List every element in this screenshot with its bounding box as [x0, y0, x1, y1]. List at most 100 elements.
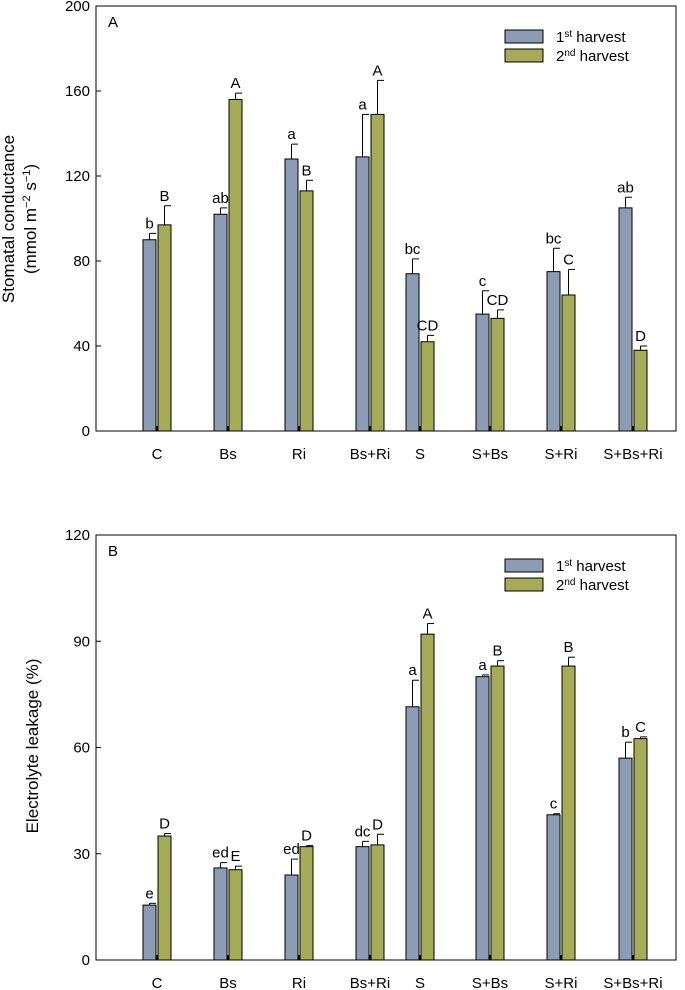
significance-label: C: [635, 719, 646, 736]
significance-label: D: [372, 816, 383, 833]
bar-S+Bs-harvest1: [475, 313, 490, 432]
x-tick-label: S: [415, 975, 425, 990]
legend-swatch-harvest2: [504, 577, 544, 592]
panel-label: A: [108, 14, 118, 31]
significance-label: A: [372, 62, 382, 79]
legend-swatch-harvest1: [504, 558, 544, 573]
significance-label: bc: [546, 230, 562, 247]
y-tick-label: 90: [73, 633, 90, 650]
significance-label: ab: [212, 190, 229, 207]
significance-label: bc: [405, 241, 421, 258]
y-tick-label: 120: [65, 527, 90, 544]
legend-label-harvest1: 1st harvest: [556, 558, 626, 576]
bar-Ri-harvest2: [299, 846, 314, 961]
y-tick-label: 200: [65, 0, 90, 15]
bar-Bs-harvest2: [228, 99, 243, 432]
significance-label: B: [492, 643, 502, 660]
y-tick-label: 160: [65, 83, 90, 100]
bar-C-harvest1: [142, 904, 157, 961]
y-tick-label: 40: [73, 338, 90, 355]
bar-Bs+Ri-harvest1: [355, 156, 370, 432]
significance-label: a: [287, 126, 296, 143]
bar-S-harvest1: [405, 273, 420, 432]
plot-frame: [95, 5, 677, 432]
significance-label: B: [563, 639, 573, 656]
x-tick-label: S+Bs: [472, 446, 508, 463]
legend-label-harvest2: 2nd harvest: [556, 48, 630, 66]
bar-S+Ri-harvest1: [546, 271, 561, 432]
significance-label: D: [635, 328, 646, 345]
significance-label: CD: [487, 292, 509, 309]
x-tick-label: Bs: [219, 975, 237, 990]
bar-Ri-harvest2: [299, 190, 314, 432]
bar-S-harvest2: [420, 633, 435, 961]
legend-swatch-harvest2: [504, 48, 544, 63]
significance-label: ed: [283, 841, 300, 858]
significance-label: A: [230, 75, 240, 92]
x-tick-label: S+Bs+Ri: [603, 446, 662, 463]
bar-S-harvest1: [405, 706, 420, 961]
significance-label: a: [478, 657, 487, 674]
x-tick-label: S+Ri: [545, 975, 578, 990]
bar-S+Ri-harvest2: [561, 665, 576, 961]
x-tick-label: S: [415, 446, 425, 463]
bar-S+Ri-harvest1: [546, 814, 561, 961]
bar-Bs+Ri-harvest1: [355, 846, 370, 961]
significance-label: C: [563, 252, 574, 269]
bar-S+Bs+Ri-harvest1: [618, 757, 633, 961]
panel-label: B: [108, 543, 118, 560]
bar-S+Bs-harvest2: [490, 665, 505, 961]
bar-S+Ri-harvest2: [561, 294, 576, 432]
bar-C-harvest2: [157, 835, 172, 961]
plot-frame: [95, 534, 677, 961]
x-tick-label: C: [152, 975, 163, 990]
bar-C-harvest2: [157, 224, 172, 432]
y-tick-label: 0: [82, 423, 90, 440]
significance-label: B: [159, 188, 169, 205]
x-tick-label: C: [152, 446, 163, 463]
bar-Bs+Ri-harvest2: [370, 844, 385, 961]
y-tick-label: 120: [65, 168, 90, 185]
y-axis-unit: (mmol m−2 s−1): [21, 164, 40, 274]
y-tick-label: 80: [73, 253, 90, 270]
x-tick-label: Ri: [292, 975, 306, 990]
significance-label: A: [422, 606, 432, 623]
significance-label: CD: [417, 317, 439, 334]
y-tick-label: 60: [73, 740, 90, 757]
y-tick-label: 0: [82, 952, 90, 969]
significance-label: b: [621, 724, 629, 741]
x-tick-label: S+Bs+Ri: [603, 975, 662, 990]
chart-panel-A: 0 40 80 120 160 200 C Bs Ri Bs+Ri S S+Bs S+Ri S+Bs+Ri…: [0, 0, 677, 463]
significance-label: B: [301, 162, 311, 179]
significance-label: ab: [617, 179, 634, 196]
x-tick-label: Bs+Ri: [350, 446, 390, 463]
bar-Bs-harvest1: [213, 213, 228, 432]
chart-panel-B: 0 30 60 90 120 C Bs Ri Bs+Ri S S+Bs S+Ri S+Bs+Ri e ed e…: [23, 527, 677, 990]
bar-S+Bs-harvest2: [490, 317, 505, 432]
y-axis-label: Electrolyte leakage (%): [23, 659, 42, 834]
bar-Ri-harvest1: [284, 874, 299, 961]
x-tick-label: S+Bs: [472, 975, 508, 990]
bar-S+Bs+Ri-harvest1: [618, 207, 633, 432]
x-tick-label: Bs: [219, 446, 237, 463]
legend-label-harvest2: 2nd harvest: [556, 577, 630, 595]
significance-label: c: [479, 273, 487, 290]
bar-S+Bs-harvest1: [475, 676, 490, 961]
x-tick-label: Ri: [292, 446, 306, 463]
y-axis-label: Stomatal conductance: [0, 135, 18, 303]
significance-label: a: [408, 662, 417, 679]
bar-Bs+Ri-harvest2: [370, 113, 385, 432]
bar-S+Bs+Ri-harvest2: [633, 738, 648, 961]
bar-C-harvest1: [142, 239, 157, 432]
bar-S-harvest2: [420, 341, 435, 432]
y-tick-label: 30: [73, 846, 90, 863]
bar-Bs-harvest2: [228, 869, 243, 961]
significance-label: b: [145, 215, 153, 232]
legend-swatch-harvest1: [504, 29, 544, 44]
legend-label-harvest1: 1st harvest: [556, 29, 626, 47]
x-tick-label: Bs+Ri: [350, 975, 390, 990]
significance-label: e: [145, 885, 153, 902]
bar-Bs-harvest1: [213, 867, 228, 961]
